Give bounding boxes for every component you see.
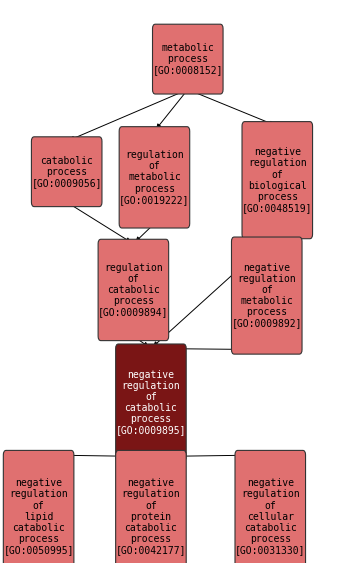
Text: catabolic
process
[GO:0009056]: catabolic process [GO:0009056] (32, 155, 102, 188)
Text: negative
regulation
of
catabolic
process
[GO:0009895]: negative regulation of catabolic process… (116, 369, 186, 436)
FancyBboxPatch shape (119, 127, 190, 228)
FancyBboxPatch shape (32, 137, 102, 207)
Text: negative
regulation
of
protein
catabolic
process
[GO:0042177]: negative regulation of protein catabolic… (116, 478, 186, 556)
Text: negative
regulation
of
cellular
catabolic
process
[GO:0031330]: negative regulation of cellular cataboli… (235, 478, 305, 556)
FancyBboxPatch shape (235, 450, 305, 563)
FancyBboxPatch shape (116, 450, 186, 563)
Text: negative
regulation
of
metabolic
process
[GO:0009892]: negative regulation of metabolic process… (232, 262, 302, 329)
Text: negative
regulation
of
biological
process
[GO:0048519]: negative regulation of biological proces… (242, 147, 312, 213)
Text: metabolic
process
[GO:0008152]: metabolic process [GO:0008152] (153, 43, 223, 75)
FancyBboxPatch shape (4, 450, 74, 563)
Text: regulation
of
catabolic
process
[GO:0009894]: regulation of catabolic process [GO:0009… (98, 262, 168, 318)
Text: negative
regulation
of
lipid
catabolic
process
[GO:0050995]: negative regulation of lipid catabolic p… (4, 478, 74, 556)
FancyBboxPatch shape (242, 122, 313, 239)
FancyBboxPatch shape (153, 24, 223, 94)
FancyBboxPatch shape (232, 237, 302, 354)
FancyBboxPatch shape (98, 239, 168, 341)
Text: regulation
of
metabolic
process
[GO:0019222]: regulation of metabolic process [GO:0019… (119, 150, 190, 205)
FancyBboxPatch shape (116, 344, 186, 461)
